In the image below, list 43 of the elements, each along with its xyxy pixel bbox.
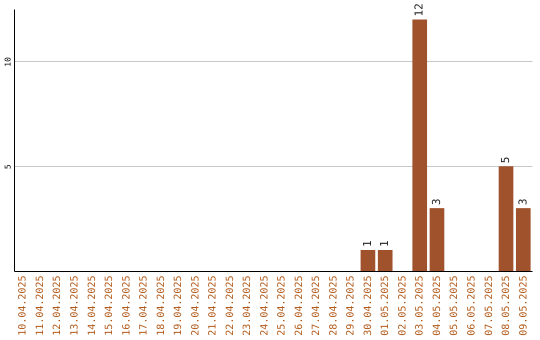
x-tick-label: 02.05.2025 <box>397 276 408 336</box>
x-tick-label: 17.04.2025 <box>138 276 150 336</box>
x-tick-label: 28.04.2025 <box>328 276 340 336</box>
x-tick-label: 30.04.2025 <box>362 276 374 336</box>
data-label: 1 <box>378 240 392 248</box>
x-tick-label: 09.05.2025 <box>518 276 530 336</box>
x-tick-label: 23.04.2025 <box>242 276 254 336</box>
data-label: 1 <box>360 240 374 248</box>
bar <box>360 250 376 271</box>
data-label: 12 <box>412 3 426 16</box>
x-tick-label: 10.04.2025 <box>18 276 29 336</box>
data-label: 3 <box>430 198 443 206</box>
x-tick-label: 04.05.2025 <box>432 276 443 336</box>
x-tick-label: 20.04.2025 <box>190 276 202 336</box>
x-tick-label: 29.04.2025 <box>346 276 357 336</box>
y-tick-label: 10 <box>4 56 12 67</box>
x-tick-label: 21.04.2025 <box>208 276 219 336</box>
x-tick-label: 19.04.2025 <box>173 276 184 336</box>
bar <box>412 19 428 271</box>
x-tick-label: 18.04.2025 <box>156 276 167 336</box>
x-tick-label: 11.04.2025 <box>34 276 46 336</box>
data-label: 5 <box>499 156 512 164</box>
x-tick-label: 07.05.2025 <box>484 276 495 336</box>
x-tick-label: 13.04.2025 <box>70 276 80 336</box>
x-tick-label: 16.04.2025 <box>121 276 132 336</box>
x-tick-label: 27.04.2025 <box>311 276 322 336</box>
bar <box>498 166 514 271</box>
data-label: 3 <box>516 198 530 206</box>
x-tick-label: 14.04.2025 <box>86 276 98 336</box>
bar <box>378 250 393 271</box>
bar <box>430 208 444 271</box>
x-tick-label: 05.05.2025 <box>449 276 460 336</box>
x-tick-label: 22.04.2025 <box>224 276 236 336</box>
x-tick-label: 03.05.2025 <box>414 276 426 336</box>
x-tick-label: 25.04.2025 <box>276 276 288 336</box>
x-tick-label: 08.05.2025 <box>501 276 512 336</box>
x-tick-label: 15.04.2025 <box>104 276 116 336</box>
x-tick-label: 01.05.2025 <box>380 276 392 336</box>
x-tick-label: 06.05.2025 <box>466 276 478 336</box>
x-tick-label: 24.04.2025 <box>259 276 270 336</box>
x-tick-label: 12.04.2025 <box>52 276 64 336</box>
bar <box>516 208 531 271</box>
x-tick-label: 26.04.2025 <box>294 276 305 336</box>
